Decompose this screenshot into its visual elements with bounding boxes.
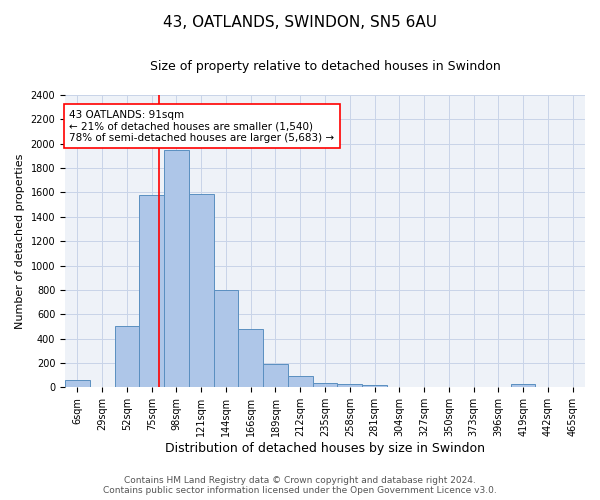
Title: Size of property relative to detached houses in Swindon: Size of property relative to detached ho… [149,60,500,73]
Y-axis label: Number of detached properties: Number of detached properties [15,154,25,329]
Bar [288,376,313,388]
Bar [189,194,214,388]
Bar [263,364,288,388]
Bar [139,195,164,388]
Bar [362,385,387,388]
Bar [115,326,139,388]
Text: 43, OATLANDS, SWINDON, SN5 6AU: 43, OATLANDS, SWINDON, SN5 6AU [163,15,437,30]
Bar [337,384,362,388]
Bar [65,380,90,388]
Bar [511,384,535,388]
X-axis label: Distribution of detached houses by size in Swindon: Distribution of detached houses by size … [165,442,485,455]
Bar [313,383,337,388]
Bar [164,150,189,388]
Text: 43 OATLANDS: 91sqm
← 21% of detached houses are smaller (1,540)
78% of semi-deta: 43 OATLANDS: 91sqm ← 21% of detached hou… [70,110,335,143]
Bar [238,329,263,388]
Bar [214,290,238,388]
Text: Contains HM Land Registry data © Crown copyright and database right 2024.
Contai: Contains HM Land Registry data © Crown c… [103,476,497,495]
